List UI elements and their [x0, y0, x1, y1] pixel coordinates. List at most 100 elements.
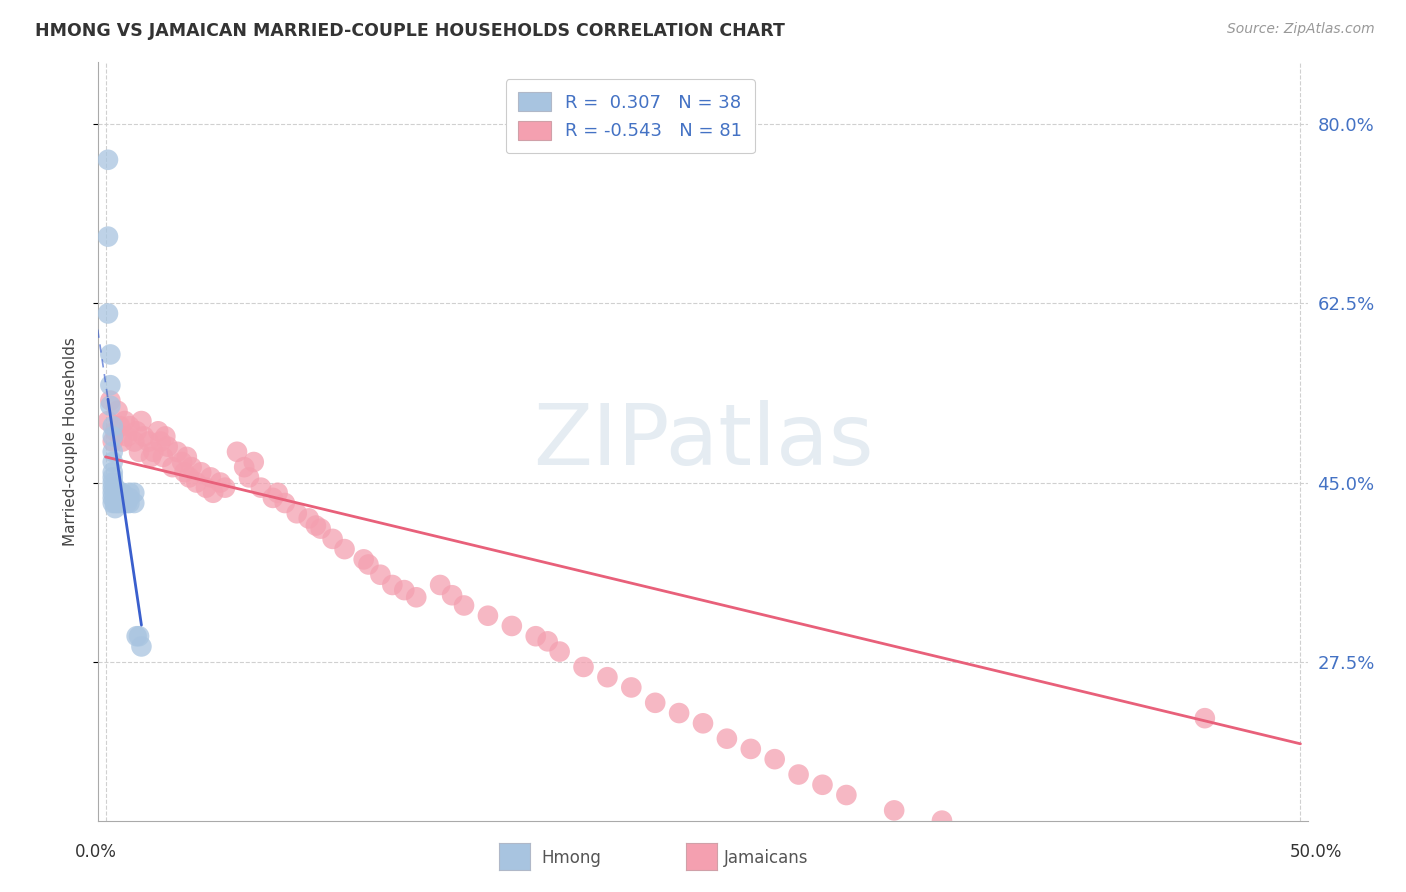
Point — [111, 434, 134, 449]
Y-axis label: Married-couple Households: Married-couple Households — [63, 337, 77, 546]
Point — [101, 491, 124, 505]
Point — [101, 475, 124, 490]
Point — [114, 414, 136, 428]
Point — [226, 444, 249, 458]
Point — [107, 491, 129, 505]
Point — [931, 814, 953, 828]
Point — [180, 460, 202, 475]
Point — [644, 696, 666, 710]
Point — [122, 485, 145, 500]
Point — [131, 640, 153, 654]
Point — [114, 491, 136, 505]
Point — [131, 414, 153, 428]
Text: HMONG VS JAMAICAN MARRIED-COUPLE HOUSEHOLDS CORRELATION CHART: HMONG VS JAMAICAN MARRIED-COUPLE HOUSEHO… — [35, 22, 785, 40]
Point — [266, 485, 288, 500]
Point — [146, 425, 169, 439]
Point — [101, 429, 124, 443]
Text: 50.0%: 50.0% — [1289, 843, 1343, 861]
Point — [170, 455, 193, 469]
Point — [250, 481, 273, 495]
Text: Hmong: Hmong — [541, 849, 602, 867]
Point — [668, 706, 690, 720]
Point — [202, 485, 225, 500]
Point — [322, 532, 344, 546]
Point — [101, 465, 124, 479]
Point — [98, 393, 121, 408]
Text: Source: ZipAtlas.com: Source: ZipAtlas.com — [1227, 22, 1375, 37]
Point — [692, 716, 714, 731]
Point — [429, 578, 451, 592]
Point — [108, 485, 131, 500]
Point — [111, 485, 134, 500]
Point — [524, 629, 547, 643]
Point — [305, 518, 328, 533]
Point — [118, 496, 141, 510]
Point — [453, 599, 475, 613]
Point — [115, 496, 138, 510]
Point — [128, 629, 150, 643]
Point — [309, 522, 332, 536]
Point — [98, 378, 121, 392]
Point — [262, 491, 284, 505]
Point — [596, 670, 619, 684]
Point — [104, 496, 127, 510]
Point — [209, 475, 232, 490]
Point — [186, 475, 208, 490]
Point — [107, 496, 129, 510]
Point — [176, 450, 198, 464]
Point — [152, 450, 174, 464]
Point — [125, 629, 148, 643]
Point — [101, 434, 124, 449]
Point — [740, 742, 762, 756]
Point — [108, 419, 131, 434]
Point — [572, 660, 595, 674]
Point — [101, 485, 124, 500]
Point — [285, 506, 308, 520]
Point — [477, 608, 499, 623]
Point — [101, 470, 124, 484]
Point — [233, 460, 256, 475]
Point — [173, 465, 195, 479]
Point — [370, 567, 392, 582]
Point — [716, 731, 738, 746]
Point — [97, 414, 120, 428]
Point — [441, 588, 464, 602]
Point — [118, 485, 141, 500]
Point — [537, 634, 560, 648]
Point — [98, 399, 121, 413]
Text: 0.0%: 0.0% — [75, 843, 117, 861]
Text: Jamaicans: Jamaicans — [724, 849, 808, 867]
Point — [214, 481, 236, 495]
Point — [238, 470, 260, 484]
Point — [104, 481, 127, 495]
Point — [149, 434, 172, 449]
Point — [200, 470, 222, 484]
Point — [787, 767, 810, 781]
Point — [101, 444, 124, 458]
Point — [104, 491, 127, 505]
Point — [101, 419, 124, 434]
Point — [101, 481, 124, 495]
Point — [101, 496, 124, 510]
Point — [501, 619, 523, 633]
Point — [405, 591, 427, 605]
Point — [132, 429, 155, 443]
Point — [274, 496, 297, 510]
Point — [194, 481, 217, 495]
Point — [548, 644, 571, 658]
Point — [107, 404, 129, 418]
Point — [104, 425, 127, 439]
Point — [166, 444, 188, 458]
Point — [381, 578, 404, 592]
Point — [333, 542, 356, 557]
Point — [620, 681, 643, 695]
Point — [104, 501, 127, 516]
Point — [190, 465, 212, 479]
Point — [98, 347, 121, 361]
Point — [118, 491, 141, 505]
Point — [107, 485, 129, 500]
Legend: R =  0.307   N = 38, R = -0.543   N = 81: R = 0.307 N = 38, R = -0.543 N = 81 — [506, 79, 755, 153]
Point — [811, 778, 834, 792]
Point — [1194, 711, 1216, 725]
Point — [162, 460, 184, 475]
